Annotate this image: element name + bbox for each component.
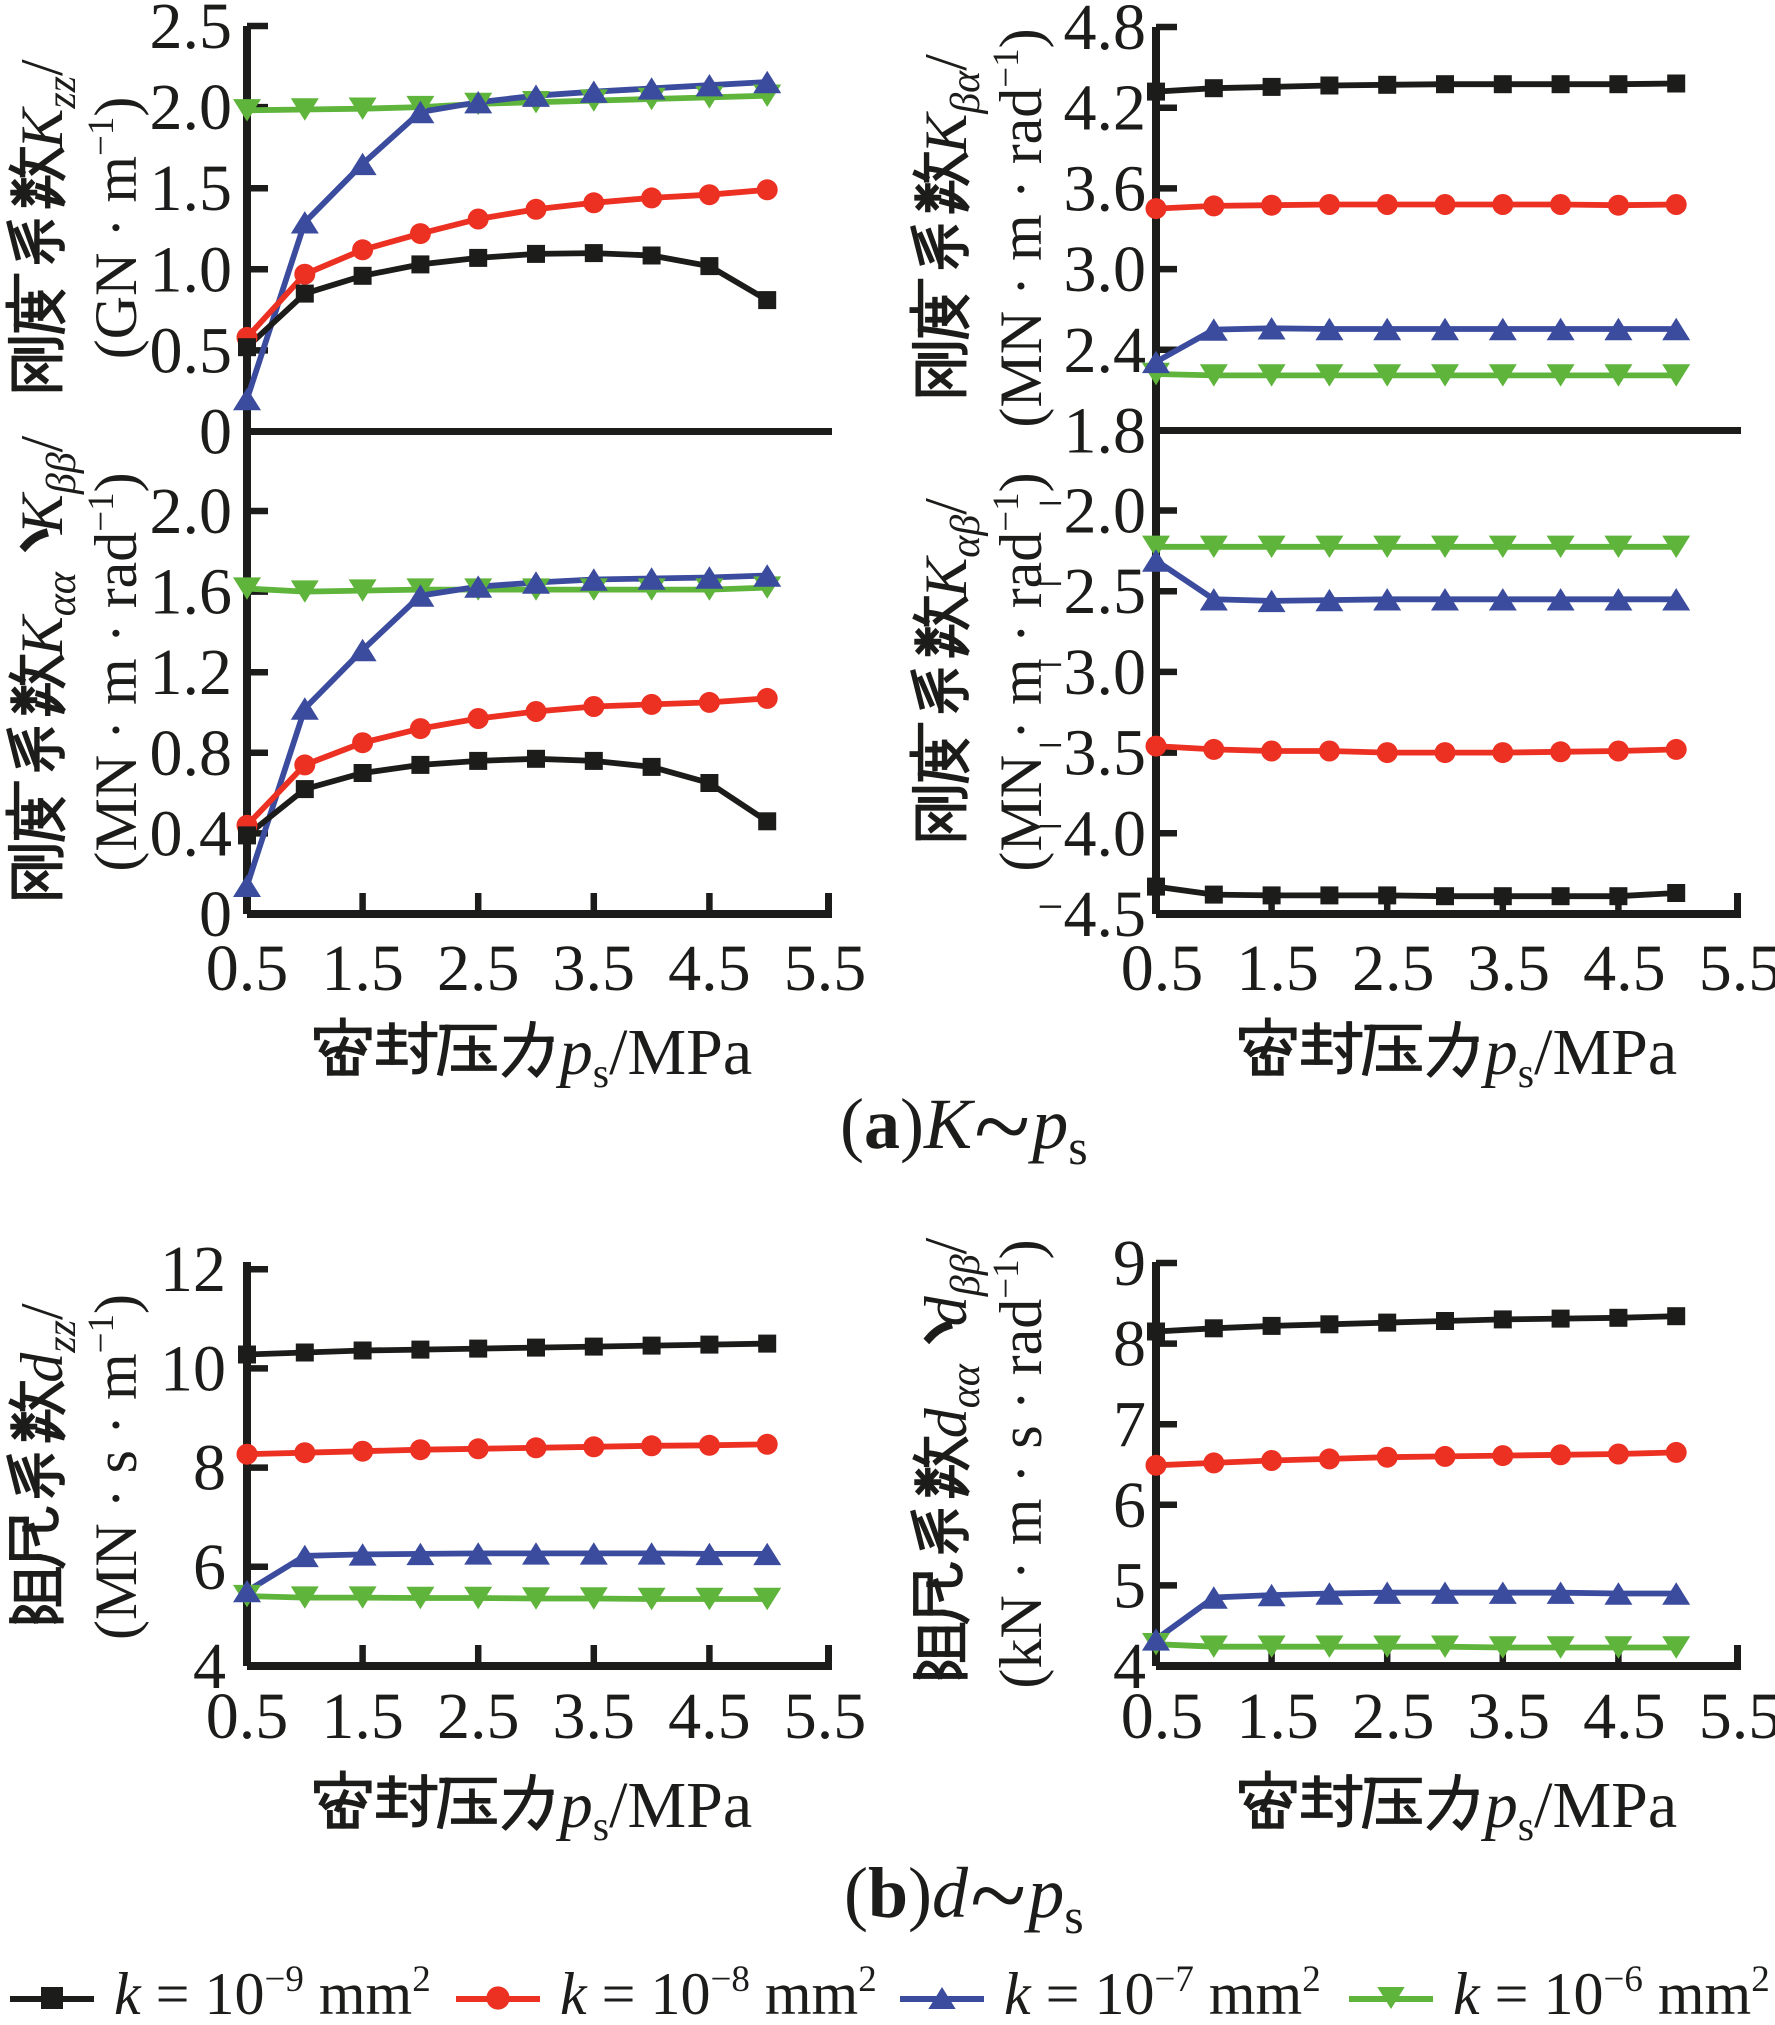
- svg-text:1.6: 1.6: [150, 556, 233, 629]
- svg-text:−3.0: −3.0: [1038, 636, 1146, 709]
- svg-text:−3.5: −3.5: [1038, 717, 1146, 790]
- svg-text:5.5: 5.5: [1699, 1680, 1775, 1753]
- svg-text:dαα​: dαα​: [913, 1363, 989, 1438]
- svg-text:1.5: 1.5: [150, 152, 233, 225]
- svg-text:(MN · m · rad−1​): (MN · m · rad−1​): [81, 472, 149, 871]
- svg-text:(MN · m · rad−1​): (MN · m · rad−1​): [986, 472, 1054, 871]
- svg-text:0.5: 0.5: [206, 932, 289, 1005]
- svg-text:6: 6: [1113, 1469, 1146, 1542]
- svg-text:0.5: 0.5: [1121, 932, 1204, 1005]
- svg-text:2.4: 2.4: [1064, 314, 1147, 387]
- svg-text:6: 6: [193, 1531, 226, 1604]
- svg-text:7: 7: [1113, 1388, 1146, 1461]
- svg-text:4.5: 4.5: [668, 932, 751, 1005]
- svg-text:1.0: 1.0: [150, 233, 233, 306]
- svg-text:4: 4: [193, 1630, 226, 1703]
- svg-text:0.5: 0.5: [206, 1680, 289, 1753]
- svg-text:4.2: 4.2: [1064, 72, 1147, 145]
- svg-text:0.5: 0.5: [150, 314, 233, 387]
- svg-text:8: 8: [193, 1432, 226, 1505]
- svg-text:0.4: 0.4: [150, 797, 233, 870]
- svg-text:Kαβ​/: Kαβ​/: [913, 498, 989, 599]
- svg-text:0: 0: [199, 396, 232, 469]
- svg-text:5.5: 5.5: [784, 1680, 867, 1753]
- svg-text:1.8: 1.8: [1064, 395, 1147, 468]
- svg-text:1.5: 1.5: [1236, 932, 1319, 1005]
- svg-text:9: 9: [1113, 1227, 1146, 1300]
- svg-text:(MN · m · rad−1​): (MN · m · rad−1​): [986, 28, 1054, 427]
- svg-text:dzz​/: dzz​/: [9, 1303, 85, 1383]
- svg-text:2.5: 2.5: [437, 1680, 520, 1753]
- svg-text:4.5: 4.5: [1583, 932, 1666, 1005]
- svg-text:0.5: 0.5: [1121, 1680, 1204, 1753]
- svg-text:3.5: 3.5: [1468, 932, 1551, 1005]
- svg-text:8: 8: [1113, 1308, 1146, 1381]
- svg-text:1.5: 1.5: [321, 1680, 404, 1753]
- svg-text:12: 12: [160, 1233, 226, 1306]
- svg-text:5: 5: [1113, 1549, 1146, 1622]
- svg-text:(kN · m · s · rad−1​): (kN · m · s · rad−1​): [986, 1239, 1054, 1688]
- svg-text:ps​/MPa: ps​/MPa: [1481, 1769, 1677, 1850]
- svg-text:−2.5: −2.5: [1038, 555, 1146, 628]
- svg-text:4: 4: [1113, 1630, 1146, 1703]
- svg-text:10: 10: [160, 1332, 226, 1405]
- svg-text:Kαα​: Kαα​: [9, 571, 85, 657]
- svg-text:3.5: 3.5: [553, 932, 636, 1005]
- svg-text:3.0: 3.0: [1064, 233, 1147, 306]
- svg-text:2.5: 2.5: [150, 0, 233, 63]
- svg-text:−4.5: −4.5: [1038, 878, 1146, 951]
- svg-text:1.5: 1.5: [321, 932, 404, 1005]
- svg-text:2.5: 2.5: [437, 932, 520, 1005]
- svg-text:ps​/MPa: ps​/MPa: [556, 1769, 752, 1850]
- svg-text:2.5: 2.5: [1352, 932, 1435, 1005]
- svg-text:2.5: 2.5: [1352, 1680, 1435, 1753]
- svg-text:ps​/MPa: ps​/MPa: [1481, 1016, 1677, 1097]
- svg-text:4.5: 4.5: [1583, 1680, 1666, 1753]
- svg-text:0: 0: [199, 878, 232, 951]
- svg-text:2.0: 2.0: [150, 71, 233, 144]
- svg-text:5.5: 5.5: [784, 932, 867, 1005]
- svg-text:ps​/MPa: ps​/MPa: [556, 1016, 752, 1097]
- svg-text:0.8: 0.8: [150, 717, 233, 790]
- svg-text:1.5: 1.5: [1236, 1680, 1319, 1753]
- svg-text:5.5: 5.5: [1699, 932, 1775, 1005]
- svg-text:−4.0: −4.0: [1038, 797, 1146, 870]
- svg-text:4.5: 4.5: [668, 1680, 751, 1753]
- svg-text:3.5: 3.5: [1468, 1680, 1551, 1753]
- svg-text:1.2: 1.2: [150, 636, 233, 709]
- svg-text:3.5: 3.5: [553, 1680, 636, 1753]
- svg-text:2.0: 2.0: [150, 475, 233, 548]
- svg-text:4.8: 4.8: [1064, 0, 1147, 64]
- svg-text:−2.0: −2.0: [1038, 475, 1146, 548]
- svg-text:3.6: 3.6: [1064, 152, 1147, 225]
